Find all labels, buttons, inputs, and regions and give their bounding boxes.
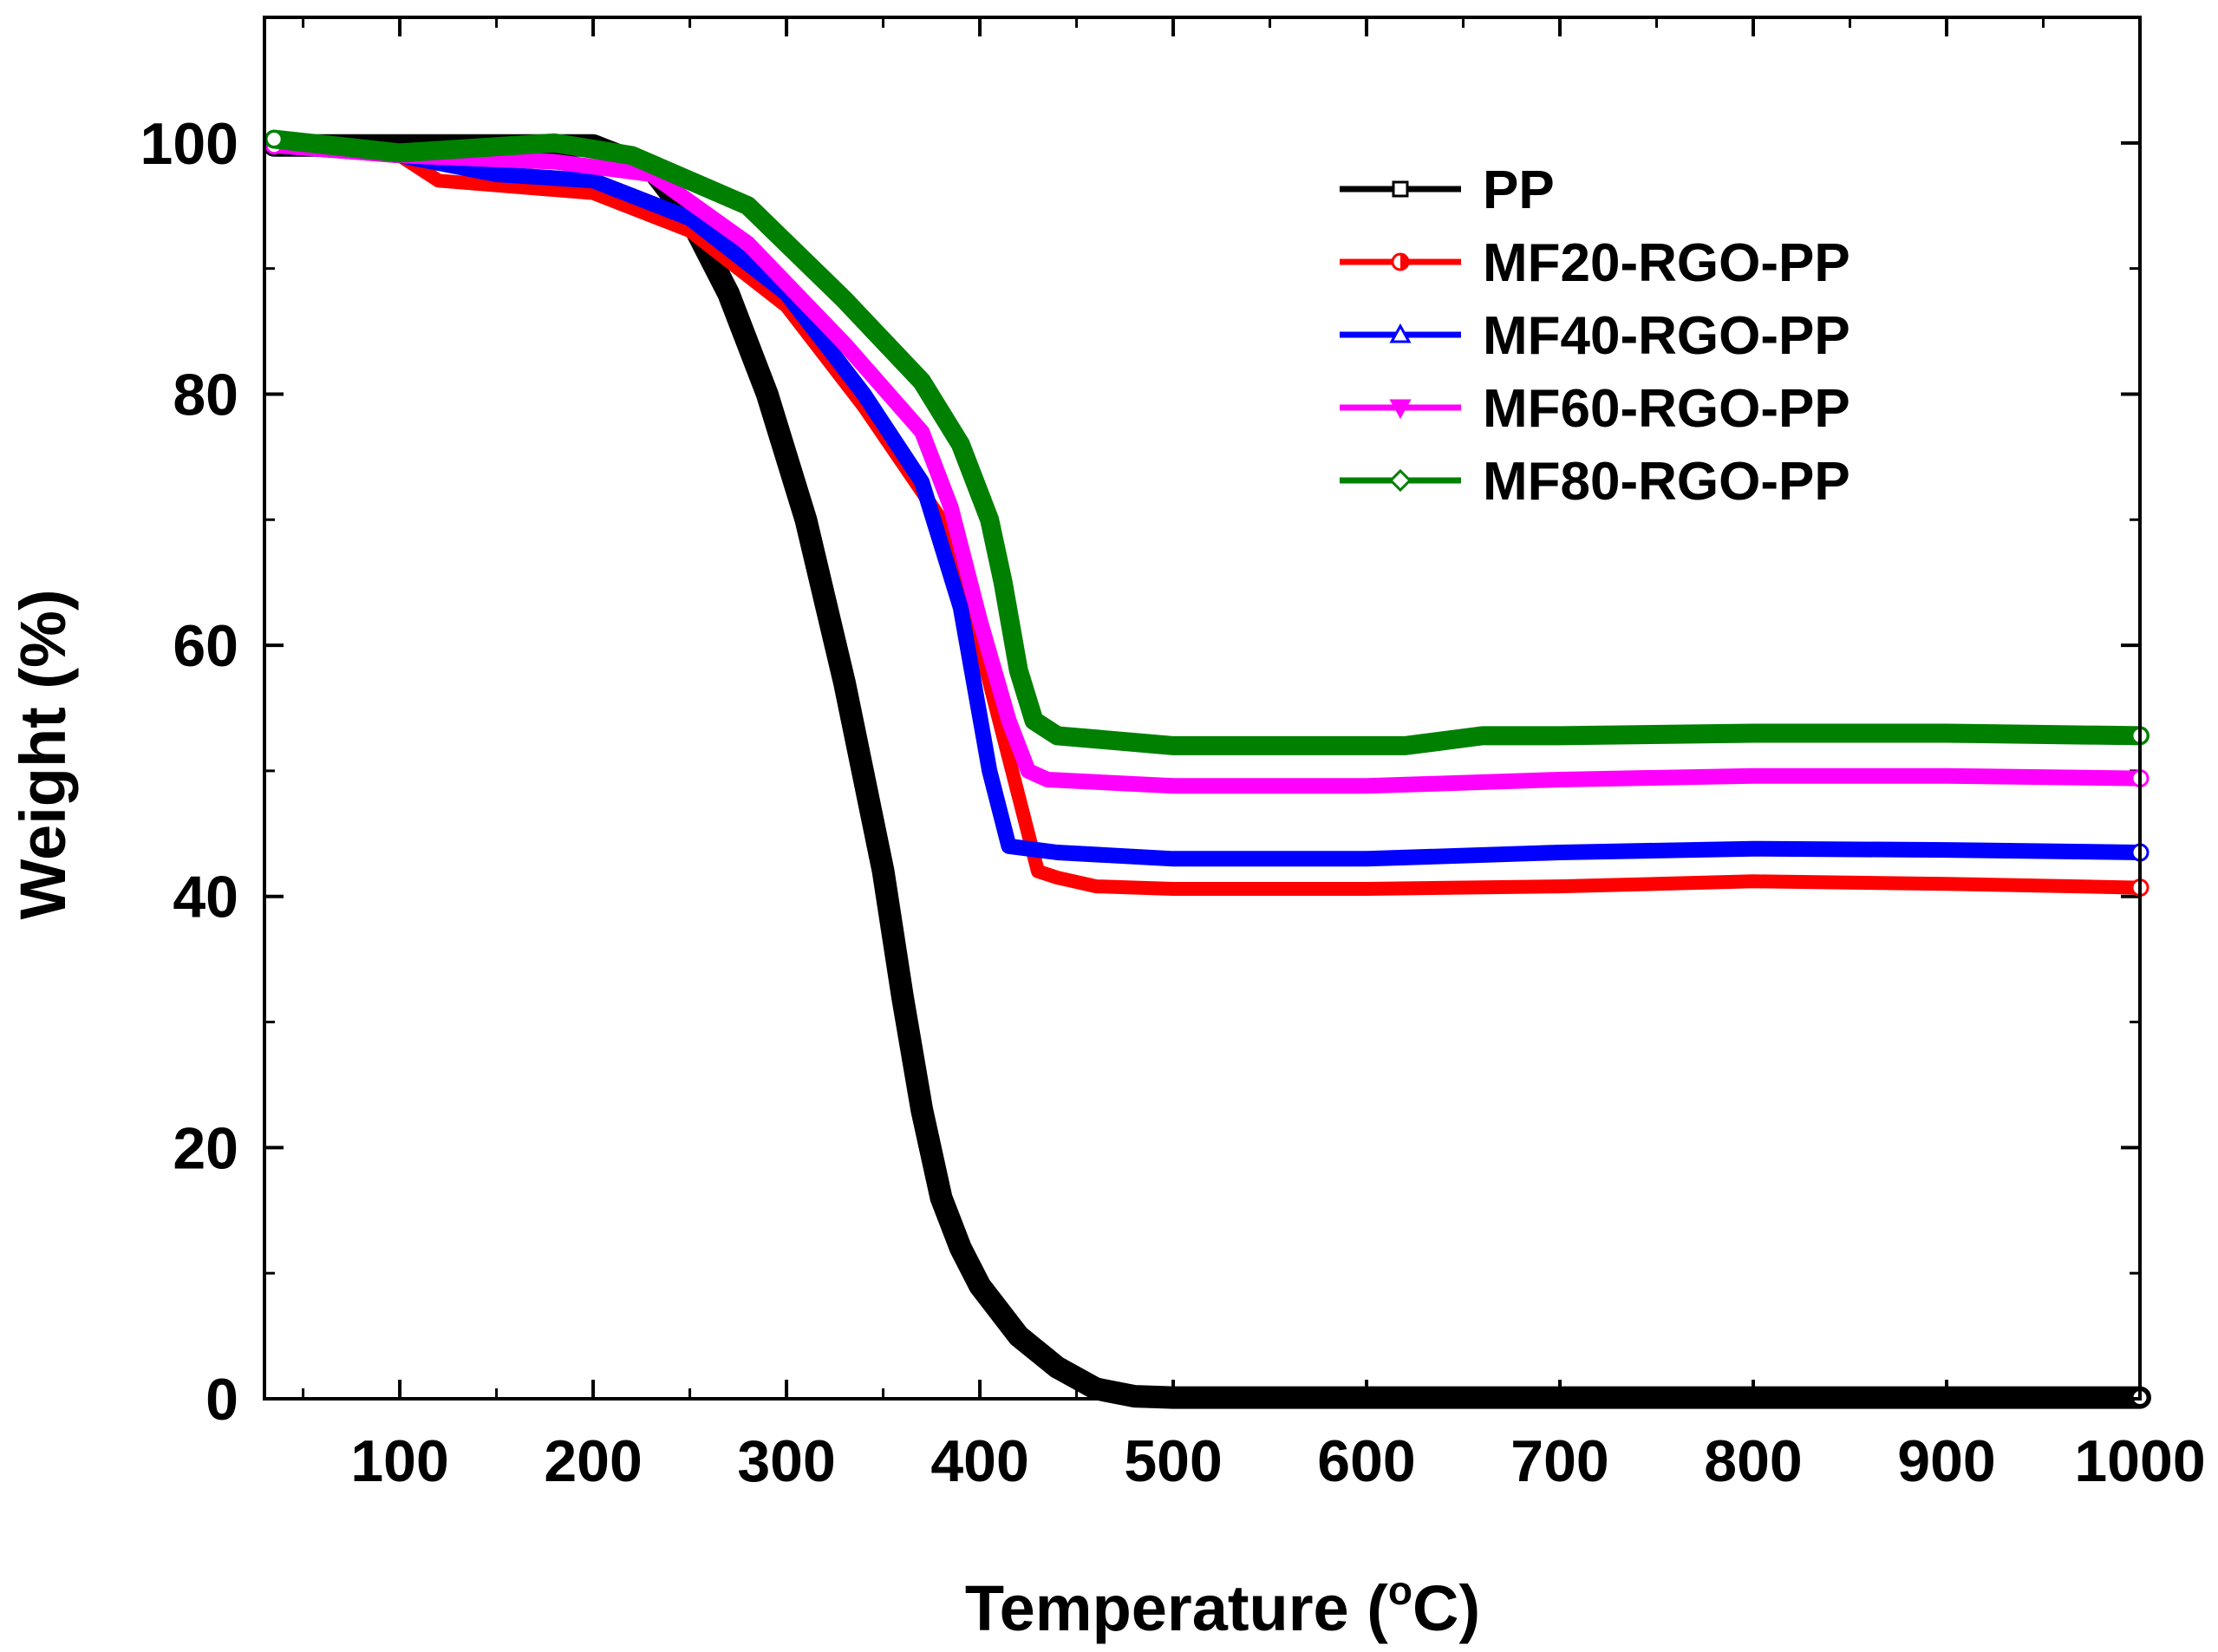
x-axis-title-main: Temperature (	[965, 1572, 1388, 1644]
data-point-marker	[264, 129, 284, 148]
legend-marker	[1389, 399, 1412, 420]
x-tick-label: 200	[544, 1428, 642, 1494]
series-line-mf80-rgo-pp	[264, 129, 2150, 755]
legend-marker	[1388, 468, 1412, 493]
legend-item-pp: PP	[1340, 160, 1555, 220]
legend-item-mf40-rgo-pp: MF40-RGO-PP	[1340, 306, 1850, 366]
series-line-mf60-rgo-pp	[266, 137, 2148, 794]
legend-label: MF40-RGO-PP	[1483, 306, 1850, 366]
axes-layer: 100 200 300 400 500 600 700 800 900 1000 0 20 40 60 80…	[140, 17, 2206, 1494]
x-tick-label: 100	[350, 1428, 448, 1494]
x-tick-label: 300	[737, 1428, 835, 1494]
y-tick-label: 80	[173, 362, 238, 428]
y-axis-title: Weight (%)	[7, 590, 79, 920]
y-tick-label: 0	[205, 1367, 238, 1433]
legend-marker	[1392, 180, 1409, 198]
series-line-mf20-rgo-pp	[267, 138, 2147, 896]
y-tick-label: 60	[173, 613, 238, 679]
y-tick-label: 20	[173, 1115, 238, 1181]
legend: PP MF20-RGO-PP MF40-RGO-PP MF60-RGO-PP MF80-…	[1340, 160, 1850, 512]
legend-label: MF80-RGO-PP	[1483, 452, 1850, 512]
legend-label: PP	[1483, 160, 1555, 220]
x-axis-title-unit: C)	[1412, 1572, 1480, 1644]
legend-label: MF20-RGO-PP	[1483, 233, 1850, 293]
x-tick-label: 800	[1704, 1428, 1802, 1494]
x-axis-title-degree: o	[1388, 1568, 1412, 1613]
legend-item-mf60-rgo-pp: MF60-RGO-PP	[1340, 379, 1850, 439]
x-tick-label: 400	[930, 1428, 1028, 1494]
legend-label: MF60-RGO-PP	[1483, 379, 1850, 439]
y-tick-label: 100	[140, 111, 238, 177]
plot-frame	[263, 16, 2142, 1401]
series-layer	[263, 129, 2151, 1409]
legend-marker	[1389, 323, 1412, 343]
x-tick-label: 900	[1897, 1428, 1995, 1494]
x-tick-label: 500	[1124, 1428, 1222, 1494]
y-tick-label: 40	[173, 865, 238, 930]
series-line-mf40-rgo-pp	[266, 137, 2148, 867]
x-axis-title: Temperature (oC)	[965, 1568, 1480, 1644]
legend-item-mf20-rgo-pp: MF20-RGO-PP	[1340, 233, 1850, 293]
x-tick-label: 700	[1510, 1428, 1608, 1494]
x-tick-label: 1000	[2074, 1428, 2205, 1494]
x-tick-label: 600	[1317, 1428, 1415, 1494]
legend-item-mf80-rgo-pp: MF80-RGO-PP	[1340, 452, 1850, 512]
